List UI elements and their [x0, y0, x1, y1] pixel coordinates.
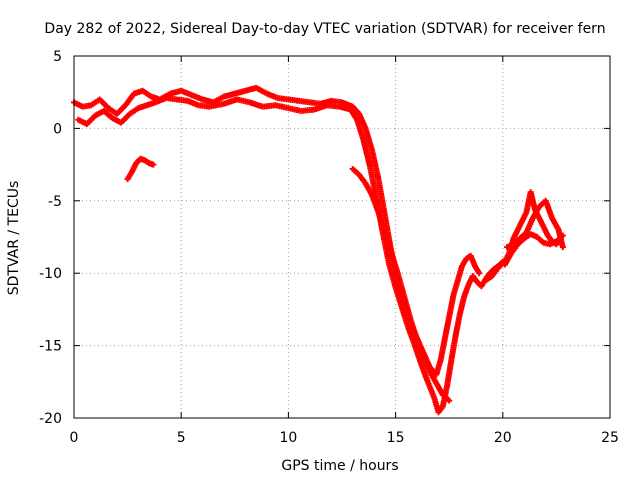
- y-tick-label: -10: [39, 266, 62, 282]
- y-tick-label: -15: [39, 339, 62, 355]
- x-tick-label: 0: [70, 430, 79, 446]
- data-point: [559, 244, 566, 251]
- data-points: [71, 84, 566, 416]
- axis-ticks: 0 5 10 15 20 25 5 0 -5 -10 -15 -20: [39, 49, 619, 446]
- chart-title: Day 282 of 2022, Sidereal Day-to-day VTE…: [44, 21, 605, 37]
- y-tick-label: 0: [53, 121, 62, 137]
- y-tick-label: 5: [53, 49, 62, 65]
- series-track-f: [501, 231, 566, 268]
- x-tick-label: 25: [601, 430, 619, 446]
- series-track-b: [75, 94, 506, 416]
- series-track-c: [349, 165, 453, 404]
- x-tick-label: 15: [387, 430, 405, 446]
- x-tick-label: 5: [177, 430, 186, 446]
- y-tick-label: -20: [39, 411, 62, 427]
- grid-lines: [74, 56, 610, 418]
- x-tick-label: 20: [494, 430, 512, 446]
- x-tick-label: 10: [279, 430, 297, 446]
- data-point: [446, 397, 453, 404]
- data-point: [150, 161, 157, 168]
- data-point: [476, 270, 483, 277]
- x-axis-label: GPS time / hours: [281, 458, 398, 474]
- data-point: [559, 232, 566, 239]
- y-axis-label: SDTVAR / TECUs: [6, 181, 22, 296]
- series-track-g: [124, 155, 157, 183]
- plot-border: [73, 55, 611, 419]
- y-tick-label: -5: [48, 194, 62, 210]
